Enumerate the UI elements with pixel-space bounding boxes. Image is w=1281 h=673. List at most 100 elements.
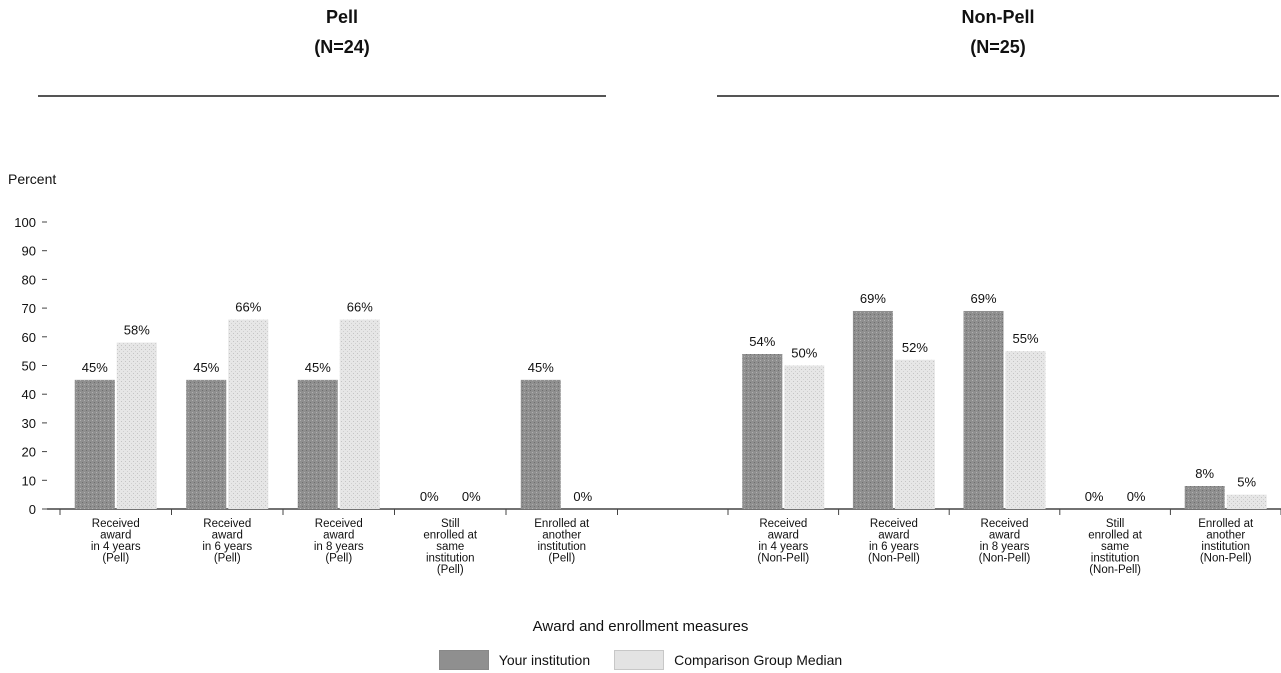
bar-your-institution (186, 379, 227, 509)
x-category-label: Still enrolled at same institution (Non-Pell… (1088, 518, 1143, 576)
x-category-label-line: Enrolled at (1198, 518, 1254, 530)
x-category-label-line: award (323, 530, 354, 542)
bar-comparison (339, 319, 380, 509)
data-label: 45% (305, 360, 331, 375)
x-category-label-line: (Pell) (325, 553, 352, 565)
x-category-label-line: award (100, 530, 131, 542)
y-tick-label: 40 (22, 387, 36, 402)
data-label: 45% (193, 360, 219, 375)
x-category-label-line: enrolled at (423, 530, 478, 542)
x-category-label-line: (Pell) (437, 564, 464, 576)
x-category-label-line: award (212, 530, 243, 542)
data-label: 54% (749, 334, 775, 349)
y-tick-label: 70 (22, 301, 36, 316)
x-category-label-line: in 8 years (314, 541, 364, 553)
bar-your-institution (963, 310, 1004, 509)
bar-comparison (1226, 494, 1267, 509)
legend-item-comparison: Comparison Group Median (614, 650, 842, 670)
x-category-label-line: award (768, 530, 799, 542)
x-category-label-line: award (878, 530, 909, 542)
x-category-label-line: Still (1106, 518, 1125, 530)
data-label: 8% (1195, 466, 1214, 481)
x-category-label-line: Received (759, 518, 807, 530)
data-label: 0% (1127, 489, 1146, 504)
data-label: 0% (1085, 489, 1104, 504)
y-tick-label: 30 (22, 416, 36, 431)
x-axis-title: Award and enrollment measures (532, 618, 749, 635)
data-label: 50% (791, 346, 817, 361)
data-label: 58% (124, 323, 150, 338)
x-category-label-line: institution (426, 553, 475, 565)
x-category-label-line: (Pell) (102, 553, 129, 565)
x-category-label-line: in 4 years (91, 541, 141, 553)
data-label: 66% (235, 300, 261, 315)
bar-comparison (1005, 351, 1046, 509)
bar-your-institution (74, 379, 115, 509)
x-category-label-line: Received (981, 518, 1029, 530)
panel-rule-pell (38, 95, 606, 97)
y-tick-label: 10 (22, 473, 36, 488)
x-category-label-line: (Pell) (548, 553, 575, 565)
x-category-label: Enrolled at another institution (Pell) (534, 518, 590, 565)
x-category-label-line: (Non-Pell) (979, 553, 1031, 565)
y-tick-label: 100 (14, 215, 36, 230)
x-category-label-line: enrolled at (1088, 530, 1143, 542)
data-label: 5% (1237, 475, 1256, 490)
x-category-label: Received award in 8 years (Pell) (314, 518, 364, 565)
x-category-label: Received award in 8 years (Non-Pell) (979, 518, 1031, 565)
y-tick-label: 0 (29, 502, 36, 517)
bar-your-institution (520, 379, 561, 509)
x-category-label-line: another (1206, 530, 1245, 542)
x-category-label: Received award in 6 years (Non-Pell) (868, 518, 920, 565)
x-category-label-line: in 8 years (980, 541, 1030, 553)
bar-comparison (894, 359, 935, 509)
bar-comparison (116, 342, 157, 509)
legend-swatch-your-institution (438, 650, 489, 670)
x-category-label: Received award in 4 years (Pell) (91, 518, 141, 565)
x-category-label-line: Received (315, 518, 363, 530)
x-category-label-line: Received (92, 518, 140, 530)
data-label: 45% (82, 360, 108, 375)
x-category-label: Received award in 6 years (Pell) (202, 518, 252, 565)
x-category-label-line: same (436, 541, 464, 553)
x-category-label-line: (Non-Pell) (1089, 564, 1141, 576)
y-axis-label: Percent (8, 171, 57, 187)
data-label: 69% (970, 291, 996, 306)
x-category-label-line: Received (203, 518, 251, 530)
data-label: 55% (1012, 331, 1038, 346)
data-label: 66% (347, 300, 373, 315)
data-label: 52% (902, 340, 928, 355)
x-category-label-line: institution (1201, 541, 1250, 553)
legend: Your institution Comparison Group Median (0, 650, 1281, 670)
x-category-label-line: (Non-Pell) (868, 553, 920, 565)
x-category-label-line: in 6 years (202, 541, 252, 553)
bar-your-institution (1184, 486, 1225, 509)
x-category-label-line: (Non-Pell) (1200, 553, 1252, 565)
x-category-label-line: same (1101, 541, 1129, 553)
data-label: 0% (462, 489, 481, 504)
x-category-label-line: institution (537, 541, 586, 553)
x-category-label-line: Still (441, 518, 460, 530)
x-category-label-line: in 4 years (758, 541, 808, 553)
y-tick-label: 50 (22, 359, 36, 374)
panel-title-pell-n: (N=24) (314, 37, 370, 57)
y-tick-label: 60 (22, 330, 36, 345)
x-category-label: Received award in 4 years (Non-Pell) (757, 518, 809, 565)
x-category-label-line: Enrolled at (534, 518, 590, 530)
x-category-label-line: (Pell) (214, 553, 241, 565)
panel-rule-nonpell (717, 95, 1279, 97)
x-category-label-line: in 6 years (869, 541, 919, 553)
x-category-label: Still enrolled at same institution (Pell) (423, 518, 478, 576)
data-label: 69% (860, 291, 886, 306)
x-category-label-line: award (989, 530, 1020, 542)
legend-label-comparison: Comparison Group Median (674, 652, 843, 668)
bar-comparison (784, 365, 825, 509)
panel-title-pell: Pell (N=24) (222, 2, 462, 62)
data-label: 0% (420, 489, 439, 504)
data-label: 0% (573, 489, 592, 504)
legend-item-your-institution: Your institution (438, 650, 590, 670)
y-tick-label: 90 (22, 244, 36, 259)
y-tick-label: 80 (22, 272, 36, 287)
x-category-label: Enrolled at another institution (Non-Pell) (1198, 518, 1254, 565)
